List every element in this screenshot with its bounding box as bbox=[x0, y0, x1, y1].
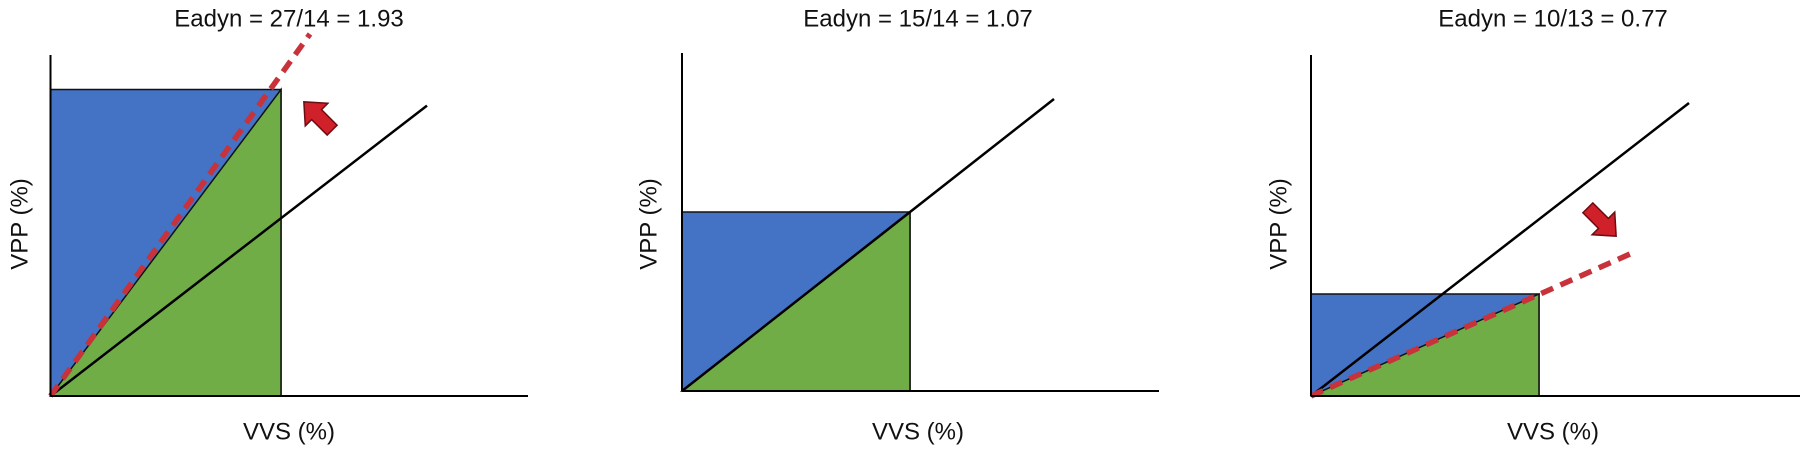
panel-title: Eadyn = 10/13 = 0.77 bbox=[1438, 5, 1668, 32]
panel: Eadyn = 10/13 = 0.77 VVS (%) VPP (%) bbox=[1265, 5, 1800, 445]
y-label: VPP (%) bbox=[635, 178, 662, 270]
dashed-line bbox=[1309, 251, 1632, 399]
identity-line bbox=[49, 104, 428, 397]
dashed-line bbox=[48, 32, 313, 398]
x-label: VVS (%) bbox=[243, 418, 335, 445]
identity-line bbox=[1310, 102, 1690, 397]
panel-title: Eadyn = 27/14 = 1.93 bbox=[174, 5, 404, 32]
panel: Eadyn = 27/14 = 1.93 VVS (%) VPP (%) bbox=[6, 5, 528, 445]
x-label: VVS (%) bbox=[1507, 418, 1599, 445]
panel: Eadyn = 15/14 = 1.07 VVS (%) VPP (%) bbox=[635, 5, 1159, 445]
arrow bbox=[1581, 201, 1617, 237]
x-label: VVS (%) bbox=[872, 418, 964, 445]
identity-line bbox=[681, 98, 1055, 392]
y-label: VPP (%) bbox=[6, 178, 33, 270]
arrow bbox=[303, 101, 339, 137]
y-label: VPP (%) bbox=[1265, 178, 1292, 270]
panel-title: Eadyn = 15/14 = 1.07 bbox=[803, 5, 1033, 32]
